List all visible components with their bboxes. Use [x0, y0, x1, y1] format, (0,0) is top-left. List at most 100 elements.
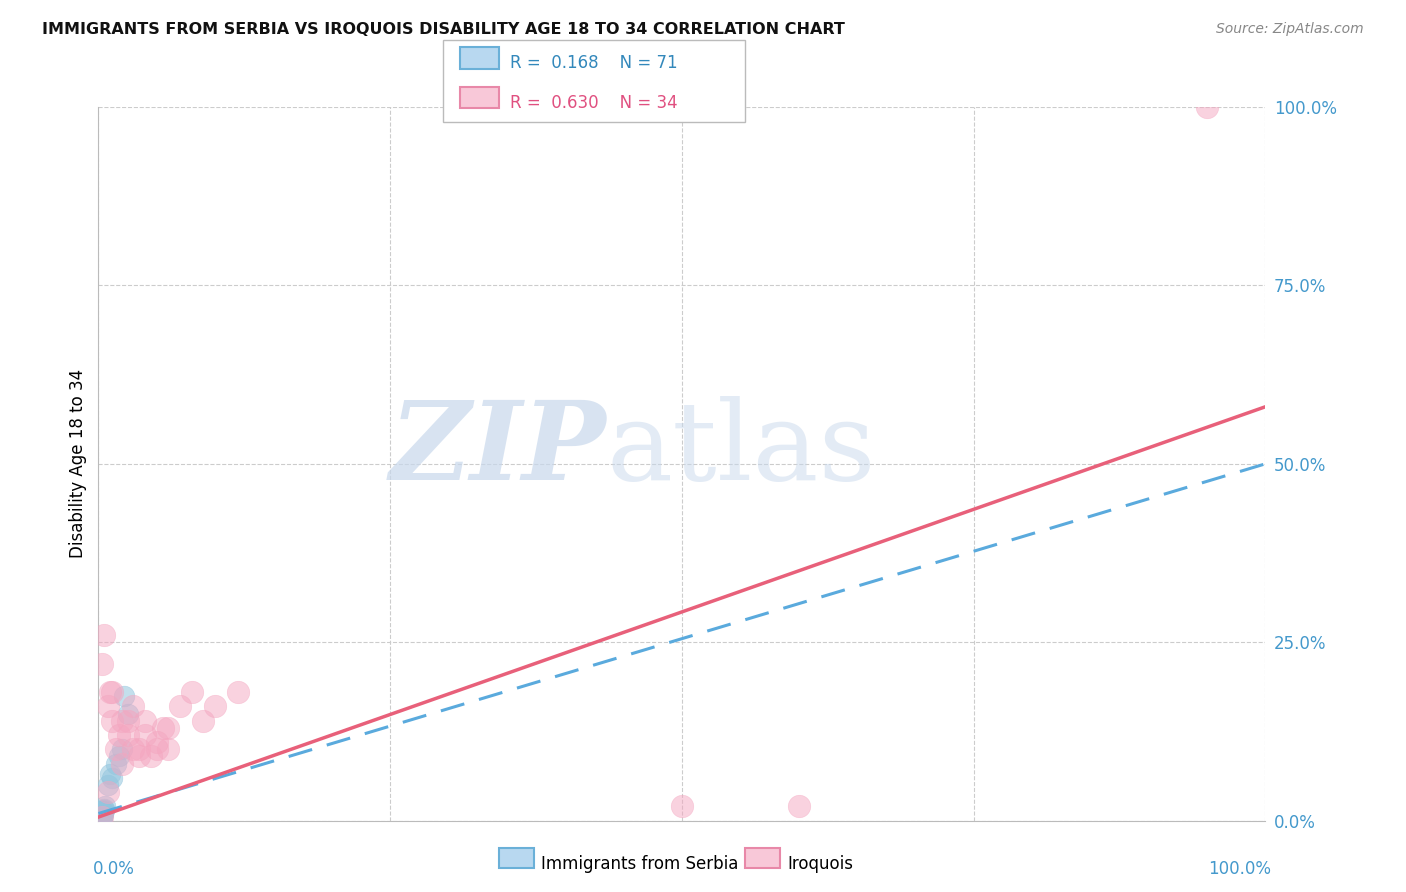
Point [89, 812, 111, 826]
Point [90, 804, 112, 818]
Text: R =  0.630    N = 34: R = 0.630 N = 34 [510, 94, 678, 112]
Point [193, 714, 215, 728]
Point [90, 809, 112, 823]
Point [146, 742, 169, 756]
Point [90, 805, 112, 819]
Point [89, 810, 111, 824]
Text: 0.0%: 0.0% [93, 860, 135, 878]
Point [89, 812, 111, 826]
Point [89, 811, 111, 825]
Point [117, 706, 139, 721]
Point [101, 771, 124, 785]
Point [90, 809, 112, 823]
Point [89, 810, 111, 824]
Point [117, 714, 139, 728]
Point [89, 812, 111, 826]
Point [90, 809, 112, 823]
Point [90, 811, 112, 825]
Point [104, 756, 127, 771]
Point [90, 657, 112, 671]
Point [157, 721, 180, 735]
Point [91, 806, 114, 821]
Point [90, 810, 112, 824]
Point [180, 685, 202, 699]
Point [134, 728, 156, 742]
Point [97, 699, 120, 714]
Point [90, 811, 112, 825]
Point [90, 809, 112, 823]
Point [90, 808, 112, 822]
Point [89, 810, 111, 824]
Point [108, 728, 131, 742]
Point [152, 721, 174, 735]
Point [89, 810, 111, 824]
Point [108, 749, 131, 764]
Point [90, 808, 112, 822]
Point [89, 812, 111, 826]
Point [90, 811, 112, 825]
Point [98, 685, 121, 699]
Point [104, 742, 127, 756]
Point [89, 811, 111, 825]
Point [122, 742, 145, 756]
Point [90, 810, 112, 824]
Point [157, 742, 180, 756]
Point [101, 685, 124, 699]
Point [90, 812, 112, 826]
Text: 100.0%: 100.0% [1208, 860, 1271, 878]
Point [90, 808, 112, 822]
Point [90, 806, 112, 821]
Point [134, 714, 156, 728]
Point [169, 699, 191, 714]
Point [91, 805, 114, 819]
Point [98, 767, 121, 781]
Point [89, 812, 111, 826]
Point [101, 714, 124, 728]
Point [90, 809, 112, 823]
Point [97, 778, 120, 792]
Point [90, 808, 112, 822]
Point [1195, 100, 1218, 114]
Point [90, 806, 112, 821]
Point [89, 812, 111, 826]
Point [90, 809, 112, 823]
Point [90, 808, 112, 822]
Point [90, 809, 112, 823]
Point [90, 808, 112, 822]
Point [90, 811, 112, 825]
Point [90, 808, 112, 822]
Point [89, 812, 111, 826]
Text: atlas: atlas [606, 396, 876, 503]
Point [128, 742, 150, 756]
Point [111, 756, 134, 771]
Point [111, 714, 134, 728]
Point [90, 806, 112, 821]
Text: R =  0.168    N = 71: R = 0.168 N = 71 [510, 54, 678, 72]
Point [111, 742, 134, 756]
Point [228, 685, 250, 699]
Point [122, 699, 145, 714]
Point [94, 799, 117, 814]
Point [90, 808, 112, 822]
Text: Immigrants from Serbia: Immigrants from Serbia [541, 855, 738, 873]
Point [787, 799, 810, 814]
Point [89, 812, 111, 826]
Point [89, 808, 111, 822]
Text: ZIP: ZIP [389, 396, 606, 503]
Point [90, 808, 112, 822]
Point [89, 810, 111, 824]
Point [90, 808, 112, 822]
Point [89, 812, 111, 826]
Point [90, 808, 112, 822]
Point [671, 799, 693, 814]
Point [90, 807, 112, 822]
Text: IMMIGRANTS FROM SERBIA VS IROQUOIS DISABILITY AGE 18 TO 34 CORRELATION CHART: IMMIGRANTS FROM SERBIA VS IROQUOIS DISAB… [42, 22, 845, 37]
Point [117, 728, 139, 742]
Point [89, 812, 111, 826]
Point [90, 805, 112, 820]
Y-axis label: Disability Age 18 to 34: Disability Age 18 to 34 [69, 369, 87, 558]
Point [204, 699, 226, 714]
Text: Source: ZipAtlas.com: Source: ZipAtlas.com [1216, 22, 1364, 37]
Point [97, 785, 120, 799]
Point [90, 810, 112, 824]
